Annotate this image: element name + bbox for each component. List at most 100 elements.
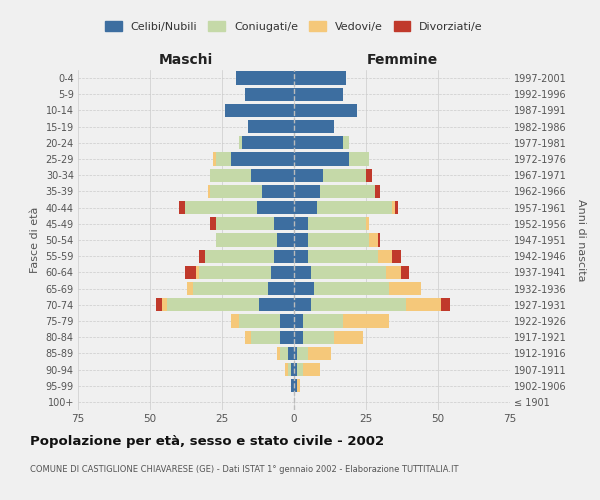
Bar bbox=[193, 282, 268, 295]
Bar bbox=[277, 346, 280, 360]
Bar bbox=[294, 104, 358, 117]
Bar bbox=[343, 314, 389, 328]
Bar bbox=[302, 330, 334, 344]
Bar bbox=[199, 250, 205, 263]
Bar bbox=[245, 88, 294, 101]
Bar bbox=[274, 250, 294, 263]
Bar bbox=[389, 282, 421, 295]
Bar bbox=[196, 266, 199, 279]
Bar bbox=[230, 152, 294, 166]
Bar bbox=[225, 104, 294, 117]
Bar bbox=[211, 168, 251, 182]
Bar bbox=[205, 250, 274, 263]
Bar bbox=[308, 250, 377, 263]
Bar bbox=[406, 298, 441, 312]
Bar bbox=[311, 266, 386, 279]
Bar bbox=[179, 201, 185, 214]
Bar bbox=[214, 152, 216, 166]
Bar bbox=[294, 120, 334, 134]
Bar bbox=[216, 152, 230, 166]
Bar bbox=[280, 346, 288, 360]
Bar bbox=[271, 266, 294, 279]
Bar bbox=[323, 168, 366, 182]
Bar bbox=[294, 379, 297, 392]
Bar bbox=[288, 363, 291, 376]
Bar bbox=[236, 72, 294, 85]
Bar bbox=[185, 266, 196, 279]
Bar bbox=[251, 330, 280, 344]
Bar bbox=[294, 88, 343, 101]
Bar bbox=[230, 314, 239, 328]
Bar bbox=[302, 314, 343, 328]
Bar bbox=[374, 185, 380, 198]
Text: Popolazione per età, sesso e stato civile - 2002: Popolazione per età, sesso e stato civil… bbox=[30, 435, 384, 448]
Bar bbox=[308, 346, 331, 360]
Bar bbox=[274, 217, 294, 230]
Bar bbox=[395, 201, 398, 214]
Bar bbox=[291, 379, 294, 392]
Bar bbox=[294, 282, 314, 295]
Bar bbox=[294, 136, 343, 149]
Bar bbox=[291, 363, 294, 376]
Bar bbox=[257, 201, 294, 214]
Bar bbox=[208, 185, 211, 198]
Bar bbox=[242, 136, 294, 149]
Bar bbox=[294, 346, 297, 360]
Bar bbox=[297, 379, 300, 392]
Bar bbox=[297, 346, 308, 360]
Bar bbox=[280, 330, 294, 344]
Text: Femmine: Femmine bbox=[367, 53, 437, 67]
Bar bbox=[386, 266, 401, 279]
Bar bbox=[366, 168, 372, 182]
Bar bbox=[369, 234, 377, 246]
Bar bbox=[248, 120, 294, 134]
Bar bbox=[185, 201, 257, 214]
Bar bbox=[294, 363, 297, 376]
Bar bbox=[161, 298, 167, 312]
Bar bbox=[334, 330, 363, 344]
Bar bbox=[199, 266, 271, 279]
Bar bbox=[441, 298, 449, 312]
Bar bbox=[216, 217, 274, 230]
Bar bbox=[294, 168, 323, 182]
Bar bbox=[167, 298, 259, 312]
Bar bbox=[268, 282, 294, 295]
Text: COMUNE DI CASTIGLIONE CHIAVARESE (GE) - Dati ISTAT 1° gennaio 2002 - Elaborazion: COMUNE DI CASTIGLIONE CHIAVARESE (GE) - … bbox=[30, 465, 458, 474]
Bar bbox=[280, 314, 294, 328]
Bar bbox=[245, 330, 251, 344]
Bar bbox=[211, 217, 216, 230]
Bar bbox=[294, 72, 346, 85]
Bar bbox=[294, 298, 311, 312]
Bar bbox=[314, 282, 389, 295]
Bar bbox=[187, 282, 193, 295]
Bar bbox=[317, 201, 392, 214]
Y-axis label: Anni di nascita: Anni di nascita bbox=[577, 198, 586, 281]
Bar bbox=[288, 346, 294, 360]
Bar bbox=[294, 314, 302, 328]
Bar bbox=[308, 234, 369, 246]
Bar bbox=[366, 217, 369, 230]
Bar bbox=[308, 217, 366, 230]
Bar bbox=[239, 136, 242, 149]
Bar bbox=[216, 234, 277, 246]
Bar bbox=[294, 250, 308, 263]
Bar bbox=[286, 363, 288, 376]
Bar bbox=[294, 185, 320, 198]
Bar bbox=[377, 250, 392, 263]
Bar bbox=[392, 201, 395, 214]
Bar bbox=[392, 250, 401, 263]
Bar bbox=[377, 234, 380, 246]
Text: Maschi: Maschi bbox=[159, 53, 213, 67]
Bar bbox=[156, 298, 161, 312]
Bar bbox=[259, 298, 294, 312]
Bar bbox=[294, 152, 349, 166]
Bar bbox=[211, 185, 262, 198]
Bar bbox=[294, 217, 308, 230]
Legend: Celibi/Nubili, Coniugati/e, Vedovi/e, Divorziati/e: Celibi/Nubili, Coniugati/e, Vedovi/e, Di… bbox=[105, 21, 483, 32]
Bar bbox=[277, 234, 294, 246]
Bar bbox=[349, 152, 369, 166]
Bar bbox=[294, 234, 308, 246]
Bar bbox=[320, 185, 374, 198]
Bar bbox=[343, 136, 349, 149]
Bar bbox=[311, 298, 406, 312]
